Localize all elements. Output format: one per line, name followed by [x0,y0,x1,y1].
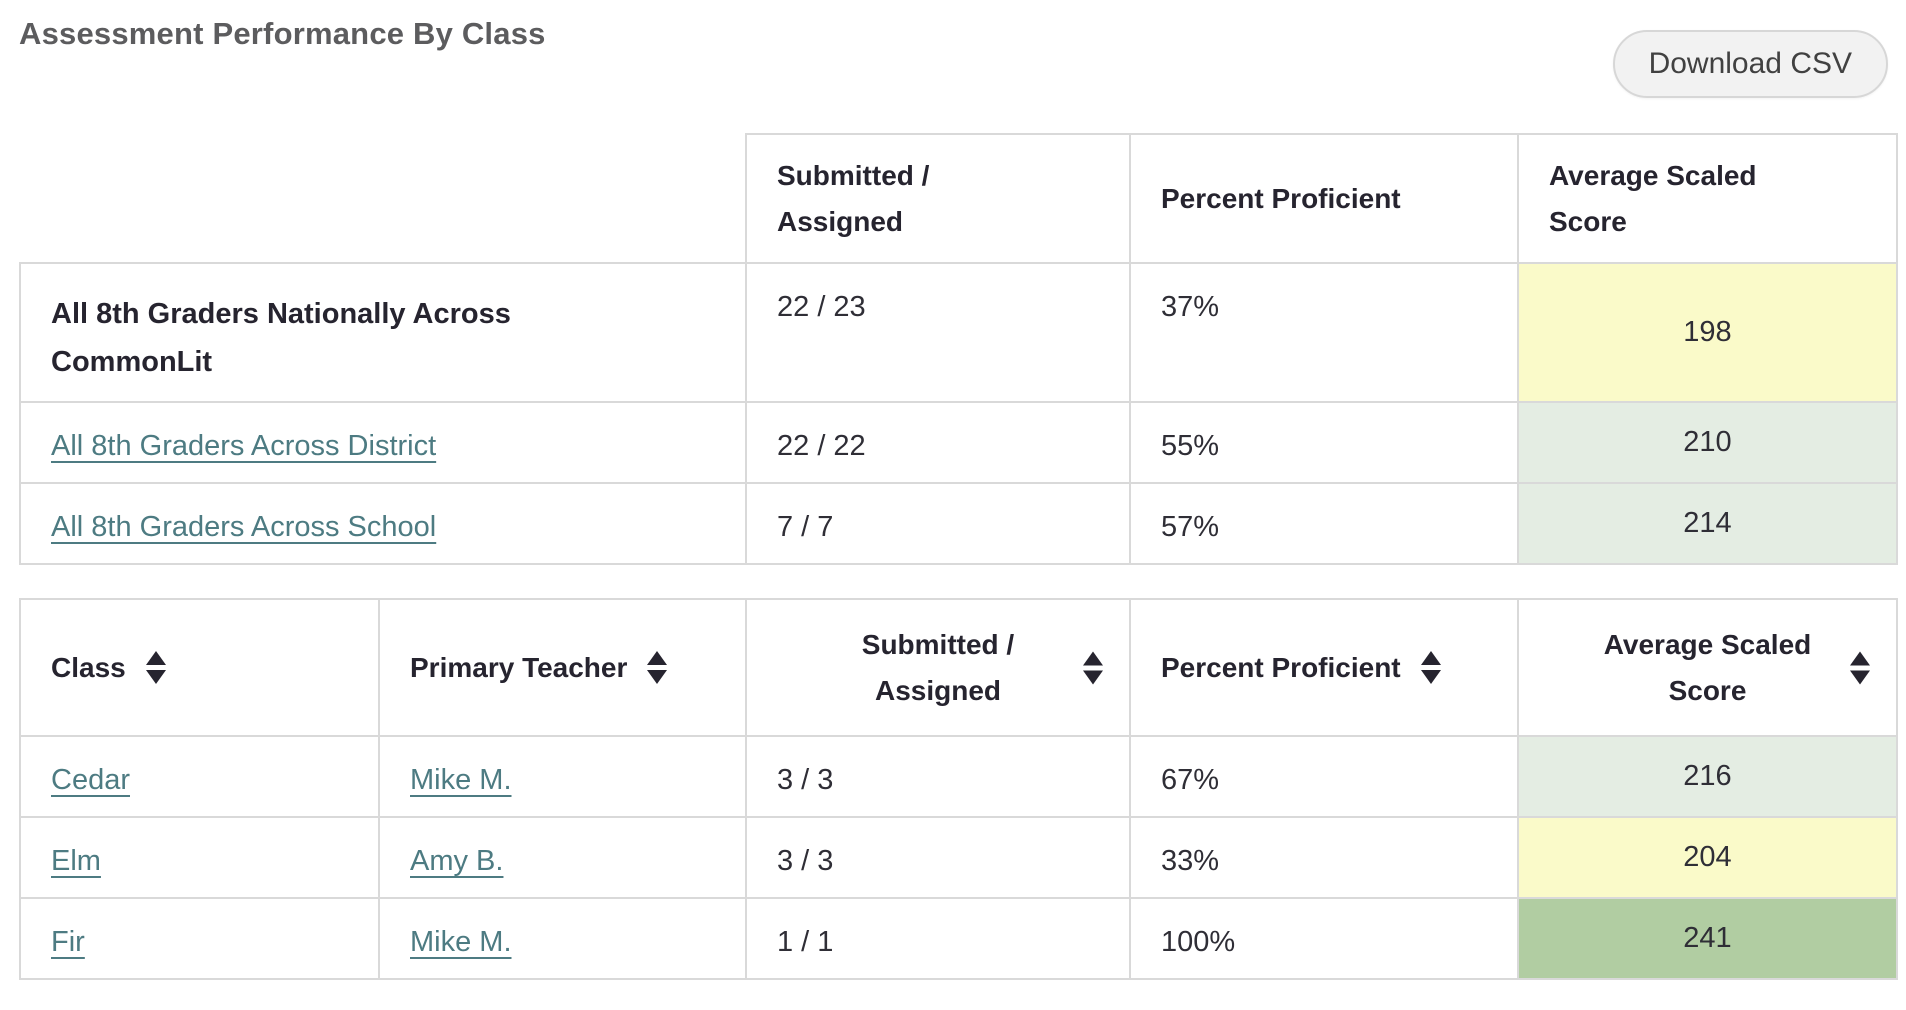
header-percent-proficient: Percent Proficient [1129,133,1519,264]
submitted-assigned-value: 22 / 22 [745,401,1131,484]
class-link[interactable]: Fir [51,926,85,958]
school-link[interactable]: All 8th Graders Across School [51,511,437,543]
primary-teacher-cell: Mike M. [378,897,747,980]
row-label: All 8th Graders Nationally Across Common… [51,298,511,378]
class-link[interactable]: Cedar [51,764,130,796]
header-label: Primary Teacher [410,651,628,683]
class-row-fir: Fir Mike M. 1 / 1 100% 241 [19,897,1898,980]
summary-row-district: All 8th Graders Across District 22 / 22 … [19,401,1898,484]
summary-row-national: All 8th Graders Nationally Across Common… [19,262,1898,403]
teacher-link[interactable]: Mike M. [410,764,512,796]
header-label: Average Scaled Score [1603,629,1812,706]
download-csv-button[interactable]: Download CSV [1612,30,1888,98]
header-submitted-assigned[interactable]: Submitted / Assigned [745,598,1131,737]
sort-icon[interactable] [1850,651,1870,684]
average-scaled-score-value: 204 [1517,816,1898,899]
sort-icon[interactable] [1083,651,1103,684]
percent-proficient-value: 37% [1129,262,1519,403]
percent-proficient-value: 67% [1129,735,1519,818]
page-title: Assessment Performance By Class [19,16,546,51]
header-label: Class [51,651,126,683]
header-average-scaled-score: Average Scaled Score [1517,133,1898,264]
submitted-assigned-value: 7 / 7 [745,482,1131,565]
sort-icon[interactable] [145,651,166,684]
summary-header-row: Submitted / Assigned Percent Proficient … [20,133,1898,264]
average-scaled-score-value: 198 [1517,262,1898,403]
class-row-elm: Elm Amy B. 3 / 3 33% 204 [19,816,1898,899]
sort-icon[interactable] [1420,651,1441,684]
header-label: Percent Proficient [1161,182,1401,214]
header-primary-teacher[interactable]: Primary Teacher [378,598,747,737]
class-row-cedar: Cedar Mike M. 3 / 3 67% 216 [19,735,1898,818]
header-label: Submitted / Assigned [861,629,1015,706]
header-percent-proficient[interactable]: Percent Proficient [1129,598,1519,737]
average-scaled-score-value: 241 [1517,897,1898,980]
row-label-cell: All 8th Graders Nationally Across Common… [19,262,747,403]
class-header-row: Class Primary Teacher Submitted / Assign… [19,598,1898,737]
corner-header-cell [20,134,746,263]
class-name-cell: Elm [19,816,380,899]
top-bar: Assessment Performance By Class Download… [19,0,1896,133]
sort-icon[interactable] [647,651,668,684]
header-label: Average Scaled Score [1549,160,1757,237]
class-link[interactable]: Elm [51,845,101,877]
submitted-assigned-value: 3 / 3 [745,735,1131,818]
class-table: Class Primary Teacher Submitted / Assign… [19,598,1898,980]
header-label: Percent Proficient [1161,651,1401,683]
header-label: Submitted / Assigned [777,160,930,237]
header-class[interactable]: Class [19,598,380,737]
submitted-assigned-value: 22 / 23 [745,262,1131,403]
class-name-cell: Fir [19,897,380,980]
primary-teacher-cell: Mike M. [378,735,747,818]
percent-proficient-value: 55% [1129,401,1519,484]
row-label-cell: All 8th Graders Across School [19,482,747,565]
percent-proficient-value: 100% [1129,897,1519,980]
teacher-link[interactable]: Mike M. [410,926,512,958]
percent-proficient-value: 33% [1129,816,1519,899]
summary-row-school: All 8th Graders Across School 7 / 7 57% … [19,482,1898,565]
submitted-assigned-value: 1 / 1 [745,897,1131,980]
header-submitted-assigned: Submitted / Assigned [745,133,1131,264]
primary-teacher-cell: Amy B. [378,816,747,899]
teacher-link[interactable]: Amy B. [410,845,504,877]
header-average-scaled-score[interactable]: Average Scaled Score [1517,598,1898,737]
row-label-cell: All 8th Graders Across District [19,401,747,484]
percent-proficient-value: 57% [1129,482,1519,565]
average-scaled-score-value: 214 [1517,482,1898,565]
district-link[interactable]: All 8th Graders Across District [51,430,437,462]
submitted-assigned-value: 3 / 3 [745,816,1131,899]
summary-table: Submitted / Assigned Percent Proficient … [19,133,1898,565]
average-scaled-score-value: 210 [1517,401,1898,484]
average-scaled-score-value: 216 [1517,735,1898,818]
class-name-cell: Cedar [19,735,380,818]
